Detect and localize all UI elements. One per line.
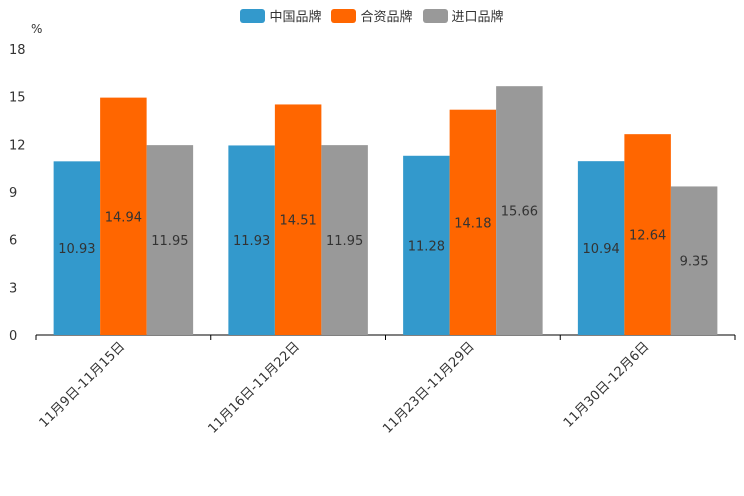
legend-swatch-series-2 <box>422 8 448 23</box>
bar-series-1-cat-1[interactable] <box>274 104 322 335</box>
bar-series-1-cat-2[interactable] <box>449 109 497 335</box>
y-tick-label-3: 9 <box>9 186 17 201</box>
legend-swatch-series-1 <box>331 8 357 23</box>
legend-item-series-2[interactable]: 进口品牌 <box>422 6 504 25</box>
bar-series-2-cat-2[interactable] <box>496 86 543 336</box>
x-category-label-2: 11月23日-11月29日 <box>380 339 477 436</box>
bar-series-0-cat-3[interactable] <box>577 161 625 335</box>
data-label-series-1-cat-3: 12.64 <box>629 229 666 244</box>
y-tick-label-2: 6 <box>9 234 17 249</box>
legend-item-series-0[interactable]: 中国品牌 <box>240 6 321 25</box>
bar-series-1-cat-0[interactable] <box>100 97 147 336</box>
y-tick-label-4: 12 <box>9 138 26 153</box>
legend-label-series-0: 中国品牌 <box>269 10 322 25</box>
y-tick-label-5: 15 <box>9 91 26 106</box>
x-category-label-3: 11月30日-12月6日 <box>561 339 653 431</box>
data-label-series-1-cat-2: 14.18 <box>454 216 491 231</box>
data-label-series-2-cat-1: 11.95 <box>326 234 363 249</box>
bar-series-2-cat-3[interactable] <box>670 186 718 335</box>
data-label-series-0-cat-3: 10.94 <box>583 242 620 257</box>
data-label-series-2-cat-0: 11.95 <box>151 234 188 249</box>
x-category-label-1: 11月16日-11月22日 <box>205 339 302 436</box>
bar-series-2-cat-1[interactable] <box>321 145 368 335</box>
y-tick-label-6: 18 <box>9 43 26 58</box>
legend-label-series-1: 合资品牌 <box>360 10 413 25</box>
data-label-series-1-cat-1: 14.51 <box>280 214 317 229</box>
bar-series-1-cat-3[interactable] <box>624 134 671 335</box>
y-axis-unit-label: % <box>31 22 43 36</box>
bar-series-0-cat-1[interactable] <box>228 145 275 335</box>
bar-series-0-cat-2[interactable] <box>403 155 450 335</box>
y-tick-label-1: 3 <box>9 281 17 296</box>
data-label-series-1-cat-0: 14.94 <box>105 210 142 225</box>
data-label-series-2-cat-2: 15.66 <box>501 205 538 220</box>
data-label-series-0-cat-0: 10.93 <box>58 242 95 257</box>
bar-series-2-cat-0[interactable] <box>146 145 194 335</box>
bar-series-0-cat-0[interactable] <box>53 161 101 335</box>
legend-label-series-2: 进口品牌 <box>451 10 504 25</box>
data-label-series-2-cat-3: 9.35 <box>680 255 709 270</box>
chart-legend: 中国品牌 合资品牌 进口品牌 <box>0 6 744 25</box>
x-category-label-0: 11月9日-11月15日 <box>37 339 129 431</box>
legend-swatch-series-0 <box>240 8 266 23</box>
data-label-series-0-cat-2: 11.28 <box>408 239 445 254</box>
data-label-series-0-cat-1: 11.93 <box>233 234 270 249</box>
legend-item-series-1[interactable]: 合资品牌 <box>331 6 413 25</box>
y-tick-label-0: 0 <box>9 329 17 344</box>
